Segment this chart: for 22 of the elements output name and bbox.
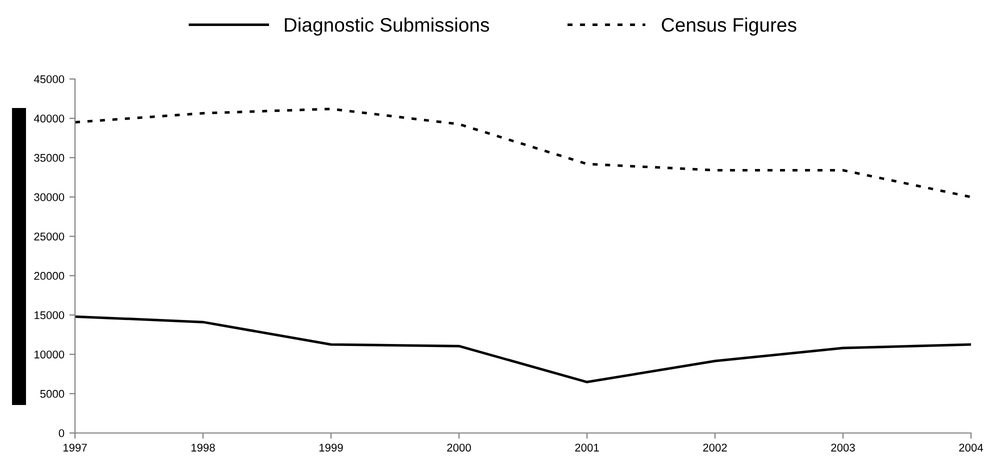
y-tick-label: 35000 [34,154,64,162]
x-tick-label: 2004 [959,444,984,452]
x-tick-label: 2000 [447,444,471,452]
y-tick-label: 40000 [34,114,64,122]
y-tick-label: 25000 [34,232,64,240]
x-tick-label: 1998 [191,444,215,452]
x-tick-label: 2001 [575,444,599,452]
y-tick-label: 20000 [34,272,64,280]
y-tick-label: 30000 [34,193,64,202]
x-tick-label: 2003 [831,444,855,452]
x-tick-label: 1997 [63,444,87,452]
y-tick-label: 0 [58,429,64,438]
y-tick-label: 5000 [40,390,64,398]
y-tick-label: 45000 [34,75,64,84]
x-tick-label: 2002 [703,444,727,452]
y-tick-label: 15000 [34,311,64,320]
legend-label: Diagnostic Submissions [284,18,490,36]
x-tick-label: 1999 [319,444,343,452]
legend-label: Census Figures [662,18,796,36]
y-tick-label: 10000 [34,350,64,358]
line-series [75,108,971,198]
line-series [75,315,971,384]
